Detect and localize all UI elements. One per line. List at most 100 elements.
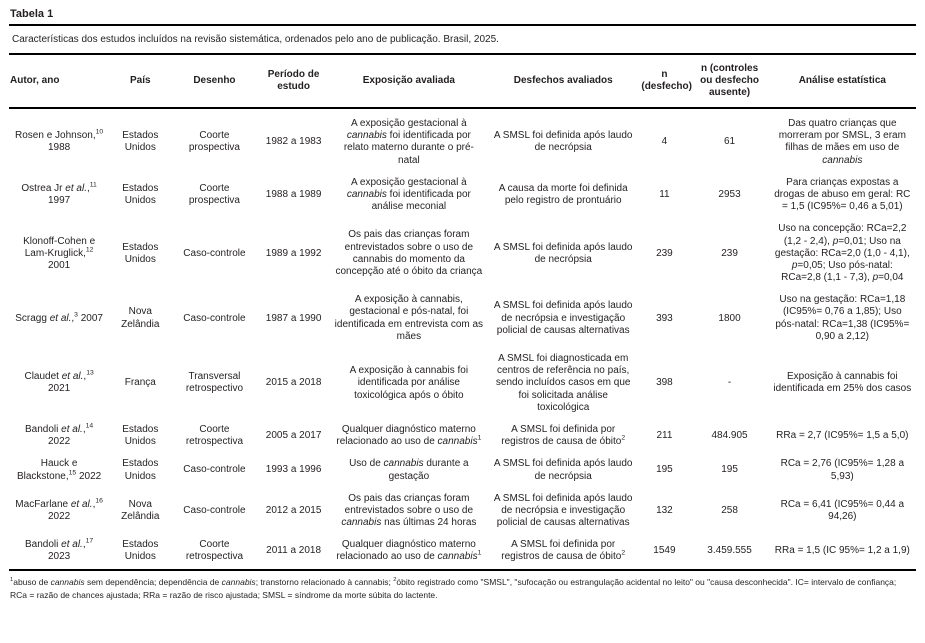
cell-analise: RRa = 1,5 (IC 95%= 1,2 a 1,9): [768, 534, 916, 571]
table-row: Bandoli et al.,14 2022 Estados Unidos Coor…: [9, 419, 916, 453]
cell-desfechos: A SMSL foi definida por registros de cau…: [501, 423, 626, 448]
cell-periodo: 1987 a 1990: [265, 312, 322, 324]
cell-periodo: 2012 a 2015: [265, 504, 322, 516]
cell-n_desfecho: 11: [659, 188, 670, 200]
cell-n_controles: -: [727, 377, 732, 389]
table-row: Ostrea Jr et al.,11 1997 Estados Unidos Co…: [9, 172, 916, 219]
header-cell-desfechos: Desfechos avaliados: [488, 55, 639, 109]
cell-n_desfecho: 393: [656, 312, 673, 324]
cell-pais: Nova Zelândia: [121, 498, 160, 522]
header-cell-n_controles: n (controles ou desfecho ausente): [690, 55, 769, 109]
cell-exposicao: Qualquer diagnóstico materno relacionado…: [336, 423, 482, 448]
cell-analise: Das quatro crianças que morreram por SMS…: [778, 118, 906, 166]
cell-exposicao: A exposição gestacional à cannabis foi i…: [346, 176, 471, 213]
cell-periodo: 1993 a 1996: [265, 464, 322, 476]
cell-desfechos: A SMSL foi definida após laudo de necróp…: [493, 241, 633, 265]
cell-pais: Nova Zelândia: [121, 306, 160, 330]
cell-periodo: 2015 a 2018: [265, 377, 322, 389]
cell-desenho: Caso-controle: [183, 504, 246, 516]
table-row: MacFarlane et al.,16 2022 Nova Zelândia Ca…: [9, 488, 916, 535]
table-row: Bandoli et al.,17 2023 Estados Unidos Coor…: [9, 534, 916, 571]
cell-exposicao: A exposição gestacional à cannabis foi i…: [343, 118, 474, 166]
cell-n_controles: 484.905: [711, 430, 748, 442]
cell-autor: Claudet et al.,13 2021: [24, 369, 94, 395]
table-header: Autor, ano País Desenho Período de estudo Ex…: [9, 55, 916, 109]
cell-pais: Estados Unidos: [122, 458, 159, 482]
cell-n_desfecho: 132: [656, 504, 673, 516]
cell-exposicao: Qualquer diagnóstico materno relacionado…: [329, 534, 489, 571]
cell-exposicao: A exposição à cannabis, gestacional e pó…: [334, 294, 484, 342]
cell-desenho: Coorte prospectiva: [188, 182, 240, 207]
cell-n_desfecho: 195: [656, 464, 673, 476]
cell-periodo: 1989 a 1992: [265, 247, 322, 259]
cell-autor: Scragg et al.,3 2007: [15, 311, 103, 324]
cell-autor: MacFarlane et al.,16 2022: [15, 497, 103, 522]
table-row: Rosen e Johnson,10 1988 Estados Unidos Coo…: [9, 108, 916, 172]
cell-n_desfecho: 239: [656, 247, 673, 259]
table-footnote: 1abuso de cannabis sem dependência; depe…: [10, 576, 897, 600]
cell-periodo: 2005 a 2017: [265, 430, 322, 442]
cell-desenho: Coorte retrospectiva: [171, 534, 258, 571]
cell-exposicao: Uso de cannabis durante a gestação: [349, 458, 469, 482]
cell-analise: Uso na gestação: RCa=1,18 (IC95%= 0,76 a…: [775, 294, 910, 342]
cell-desenho: Coorte retrospectiva: [185, 423, 244, 448]
header-cell-analise: Análise estatística: [768, 55, 916, 109]
cell-n_desfecho: 4: [661, 136, 668, 148]
cell-pais: França: [124, 377, 156, 389]
cell-analise: RRa = 2,7 (IC95%= 1,5 a 5,0): [776, 430, 909, 442]
header-row: Autor, ano País Desenho Período de estudo Ex…: [9, 55, 916, 109]
cell-desfechos: A causa da morte foi definida pelo regis…: [498, 182, 628, 207]
cell-autor: Bandoli et al.,17 2023: [9, 534, 110, 571]
table-row: Klonoff-Cohen e Lam-Kruglick,12 2001 Esta…: [9, 218, 916, 289]
cell-n_desfecho: 211: [656, 430, 673, 442]
cell-desfechos: A SMSL foi definida por registros de cau…: [488, 534, 639, 571]
cell-autor: Ostrea Jr et al.,11 1997: [21, 181, 97, 207]
cell-desfechos: A SMSL foi definida após laudo de necróp…: [493, 300, 633, 336]
header-cell-desenho: Desenho: [171, 55, 258, 109]
cell-pais: Estados Unidos: [122, 423, 159, 448]
cell-periodo: 1988 a 1989: [265, 188, 322, 200]
cell-periodo: 2011 a 2018: [257, 534, 330, 571]
header-cell-periodo: Período de estudo: [257, 55, 330, 109]
cell-desfechos: A SMSL foi diagnosticada em centros de r…: [495, 353, 631, 413]
cell-n_desfecho: 398: [656, 377, 673, 389]
cell-exposicao: A exposição à cannabis foi identificada …: [349, 365, 469, 401]
cell-desenho: Caso-controle: [183, 312, 246, 324]
header-cell-n_desfecho: n (desfecho): [638, 55, 692, 109]
cell-autor: Klonoff-Cohen e Lam-Kruglick,12 2001: [23, 235, 96, 271]
cell-n_controles: 2953: [718, 188, 741, 200]
cell-periodo: 1982 a 1983: [265, 136, 322, 148]
cell-pais: Estados Unidos: [122, 241, 159, 265]
cell-n_controles: 3.459.555: [690, 534, 769, 571]
table-label: Tabela 1: [10, 8, 54, 20]
cell-n_controles: 195: [721, 464, 738, 476]
cell-desenho: Caso-controle: [183, 464, 246, 476]
cell-desenho: Transversal retrospectivo: [185, 371, 244, 395]
cell-desfechos: A SMSL foi definida após laudo de necróp…: [493, 130, 633, 154]
cell-analise: RCa = 2,76 (IC95%= 1,28 a 5,93): [780, 458, 905, 482]
header-cell-autor: Autor, ano: [9, 55, 110, 109]
cell-exposicao: Os pais das crianças foram entrevistados…: [341, 492, 477, 529]
cell-n_controles: 1800: [718, 312, 741, 324]
header-cell-exposicao: Exposição avaliada: [329, 55, 489, 109]
cell-exposicao: Os pais das crianças foram entrevistados…: [335, 229, 483, 277]
cell-pais: Estados Unidos: [122, 130, 159, 154]
table-row: Hauck e Blackstone,15 2022 Estados Unidos…: [9, 453, 916, 487]
cell-autor: Bandoli et al.,14 2022: [25, 422, 94, 448]
cell-pais: Estados Unidos: [109, 534, 172, 571]
table-caption: Características dos estudos incluídos na…: [9, 24, 916, 55]
cell-analise: Para crianças expostas a drogas de abuso…: [774, 176, 911, 213]
cell-n_desfecho: 1549: [638, 534, 691, 571]
cell-desfechos: A SMSL foi definida após laudo de necróp…: [493, 458, 633, 482]
cell-desfechos: A SMSL foi definida após laudo de necróp…: [493, 492, 633, 529]
table-row: Claudet et al.,13 2021 França Transversal …: [9, 348, 916, 419]
cell-n_controles: 258: [721, 504, 738, 516]
cell-analise: RCa = 6,41 (IC95%= 0,44 a 94,26): [780, 498, 905, 522]
cell-desenho: Caso-controle: [183, 247, 246, 259]
cell-desenho: Coorte prospectiva: [188, 130, 240, 154]
cell-autor: Rosen e Johnson,10 1988: [15, 128, 104, 154]
table-body: Rosen e Johnson,10 1988 Estados Unidos Coo…: [9, 108, 916, 571]
cell-autor: Hauck e Blackstone,15 2022: [16, 458, 102, 482]
cell-pais: Estados Unidos: [122, 182, 159, 207]
